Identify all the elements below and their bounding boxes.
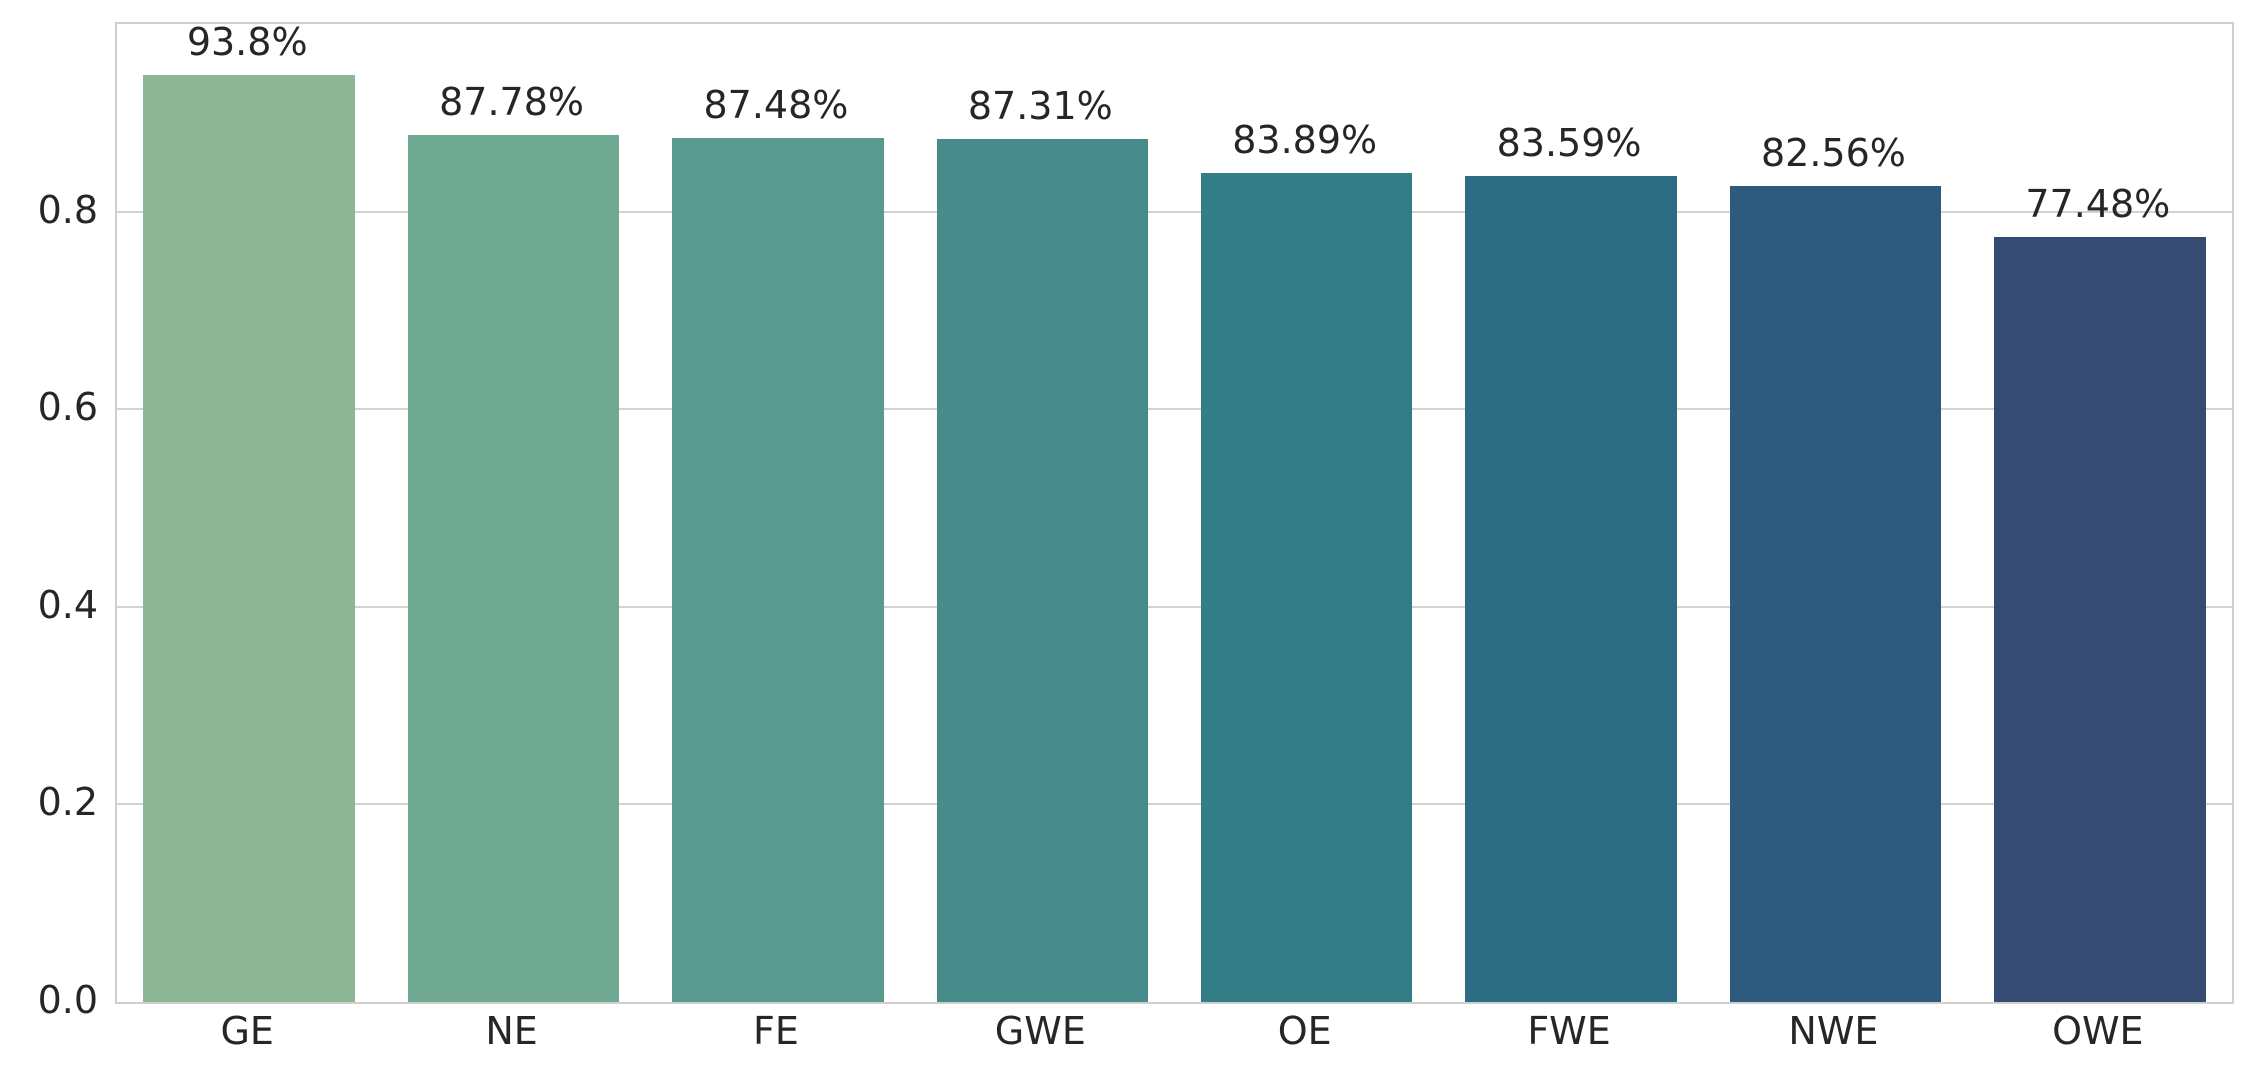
y-tick-label-0.4: 0.4 xyxy=(37,582,98,627)
y-tick-label-0.6: 0.6 xyxy=(37,385,98,430)
y-tick-label-0.0: 0.0 xyxy=(37,978,98,1022)
bar-NE xyxy=(407,134,620,1002)
bar-value-label-OWE: 77.48% xyxy=(2025,181,2171,226)
bar-value-label-FWE: 83.59% xyxy=(1496,121,1642,166)
y-tick-label-0.8: 0.8 xyxy=(37,187,98,232)
x-tick-label-OWE: OWE xyxy=(2052,1009,2144,1053)
x-tick-label-FE: FE xyxy=(753,1009,799,1053)
bar-value-label-NWE: 82.56% xyxy=(1760,131,1906,176)
gridline-y-0.6 xyxy=(117,408,2232,411)
bar-OWE xyxy=(1994,236,2206,1002)
gridline-y-0.2 xyxy=(117,803,2232,806)
bar-FWE xyxy=(1465,176,1677,1002)
x-tick-label-GE: GE xyxy=(220,1009,274,1053)
x-tick-label-NE: NE xyxy=(485,1009,538,1053)
x-tick-label-GWE: GWE xyxy=(994,1009,1086,1053)
bar-value-label-OE: 83.89% xyxy=(1232,118,1378,163)
bar-value-label-GWE: 87.31% xyxy=(967,84,1113,129)
plot-area xyxy=(115,22,2234,1004)
bar-value-label-GE: 93.8% xyxy=(186,20,308,65)
bar-FE xyxy=(672,137,884,1002)
x-tick-label-OE: OE xyxy=(1277,1009,1332,1053)
gridline-y-0.8 xyxy=(117,210,2232,213)
bar-value-label-NE: 87.78% xyxy=(439,79,585,124)
bar-OE xyxy=(1200,173,1413,1002)
x-tick-label-FWE: FWE xyxy=(1527,1009,1611,1053)
bar-value-label-FE: 87.48% xyxy=(703,82,849,127)
bar-NWE xyxy=(1729,186,1942,1002)
bar-GWE xyxy=(936,139,1149,1002)
y-tick-label-0.2: 0.2 xyxy=(37,780,98,825)
gridline-y-0.4 xyxy=(117,605,2232,608)
bar-GE xyxy=(143,75,355,1002)
x-tick-label-NWE: NWE xyxy=(1788,1009,1879,1053)
